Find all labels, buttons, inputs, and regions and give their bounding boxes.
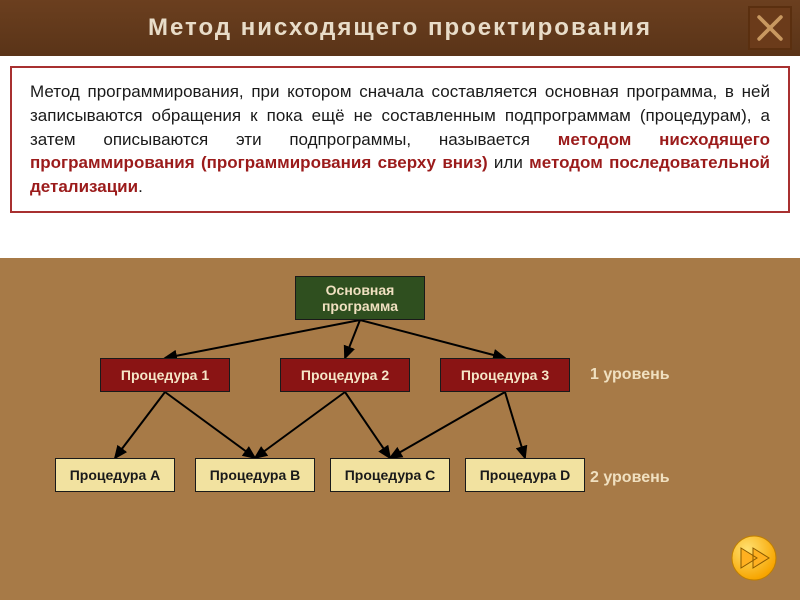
level-label-1: 1 уровень [590, 366, 670, 384]
hierarchy-diagram: Основная программа Процедура 1 Процедура 2… [0, 258, 800, 600]
node-root: Основная программа [295, 276, 425, 320]
definition-box: Метод программирования, при котором снач… [10, 66, 790, 213]
node-p1: Процедура 1 [100, 358, 230, 392]
definition-text: или [488, 153, 530, 172]
level-label-2: 2 уровень [590, 469, 670, 487]
node-pc: Процедура С [330, 458, 450, 492]
next-button[interactable] [730, 534, 778, 582]
close-button[interactable] [748, 6, 792, 50]
slide-title: Метод нисходящего проектирования [148, 14, 652, 42]
close-icon [750, 8, 790, 48]
slide-header: Метод нисходящего проектирования [0, 0, 800, 56]
definition-text: . [138, 177, 143, 196]
arrow-right-icon [730, 534, 778, 582]
node-pd: Процедура D [465, 458, 585, 492]
node-p3: Процедура 3 [440, 358, 570, 392]
diagram-area: Основная программа Процедура 1 Процедура 2… [0, 258, 800, 600]
node-pb: Процедура В [195, 458, 315, 492]
node-p2: Процедура 2 [280, 358, 410, 392]
node-pa: Процедура А [55, 458, 175, 492]
